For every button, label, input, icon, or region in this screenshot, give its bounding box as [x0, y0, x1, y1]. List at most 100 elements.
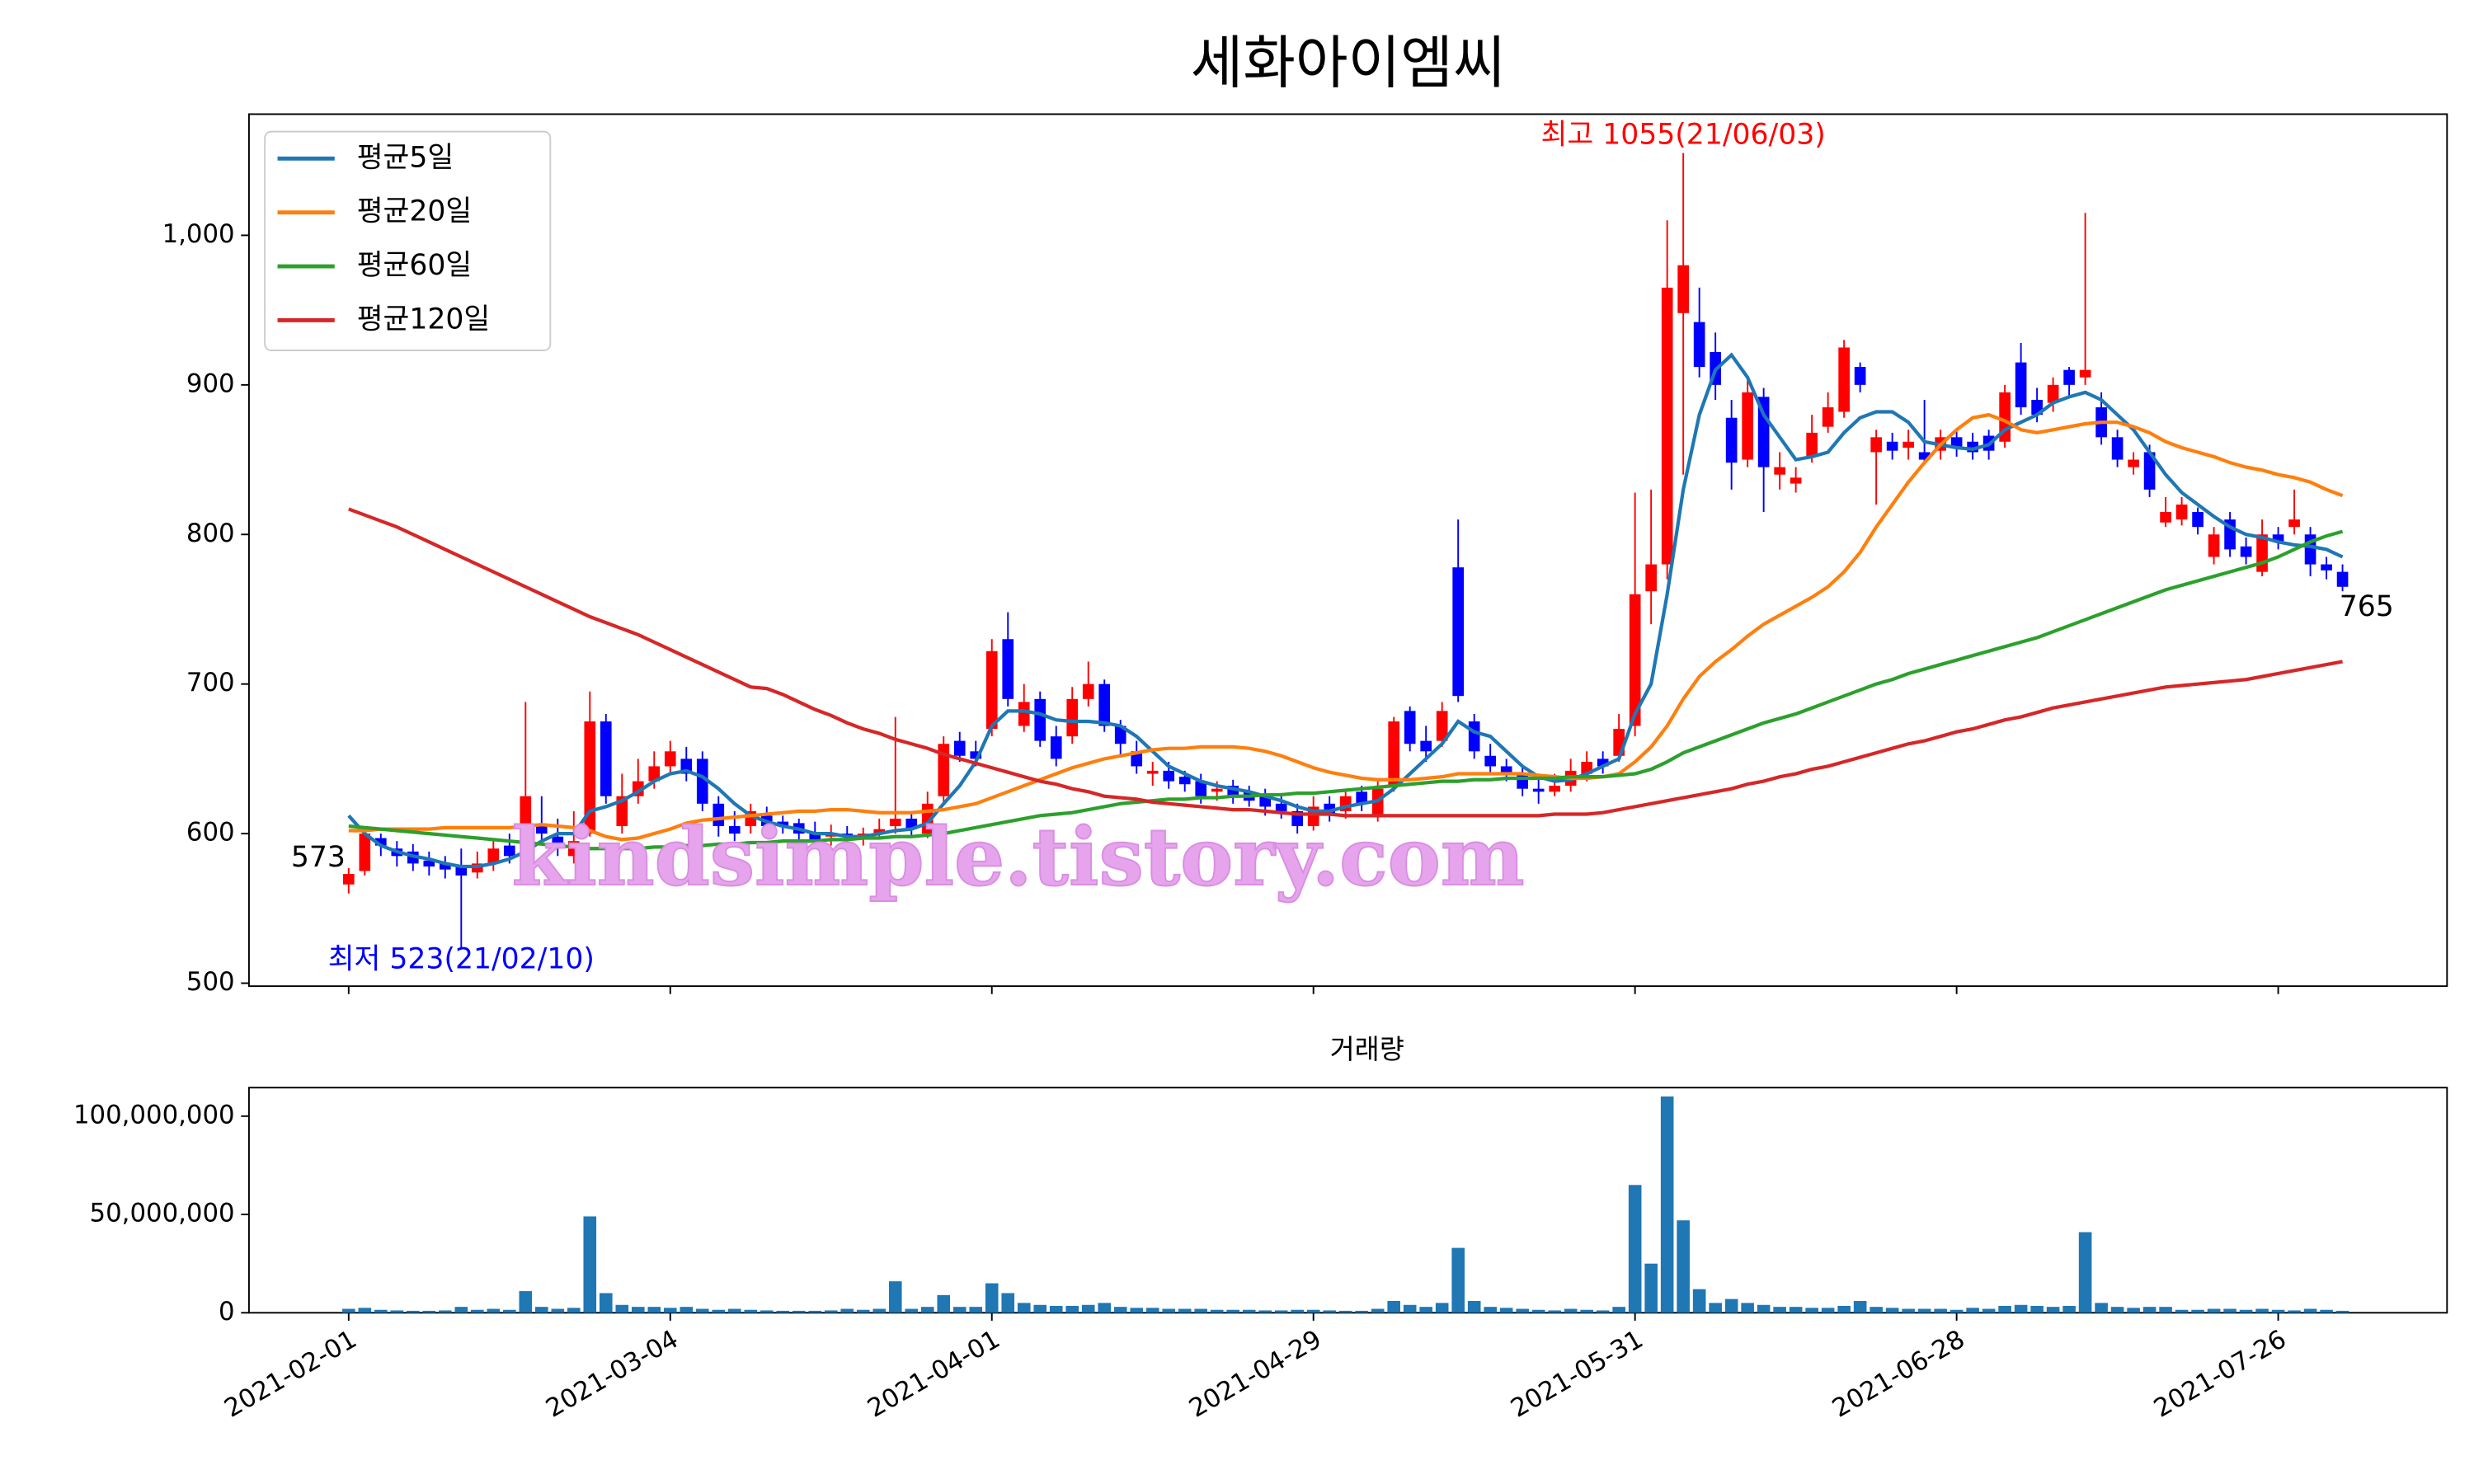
- volume-bar: [1677, 1220, 1690, 1313]
- ma-line: [347, 352, 2344, 869]
- volume-y-tick-label: 50,000,000: [90, 1199, 235, 1228]
- volume-bar: [2175, 1309, 2189, 1313]
- volume-bar: [2046, 1307, 2060, 1313]
- volume-bar: [1210, 1309, 1224, 1313]
- volume-bar: [663, 1308, 677, 1313]
- candle-body: [1517, 773, 1528, 789]
- candle-body: [1822, 407, 1834, 427]
- volume-bar: [1178, 1308, 1192, 1313]
- candle-body: [2321, 564, 2332, 571]
- volume-bar: [1902, 1308, 1915, 1313]
- volume-bar: [1049, 1305, 1063, 1313]
- candle-body: [1645, 564, 1657, 592]
- volume-bar: [439, 1310, 452, 1313]
- volume-bar: [1435, 1303, 1449, 1313]
- ma-line: [348, 529, 2344, 851]
- volume-bar: [856, 1309, 870, 1313]
- candle-body: [439, 863, 451, 870]
- candle-body: [1918, 452, 1931, 460]
- annotation: 765: [2340, 590, 2394, 623]
- volume-bar: [1291, 1309, 1304, 1313]
- candle-body: [1420, 740, 1432, 752]
- legend-label: 평균120일: [357, 303, 491, 336]
- volume-bar: [1580, 1309, 1593, 1313]
- volume-bar: [342, 1308, 355, 1313]
- candle-body: [1388, 721, 1400, 787]
- candle-body: [616, 796, 628, 827]
- volume-bar: [2095, 1303, 2108, 1313]
- candle-body: [1774, 467, 1785, 475]
- candle-body: [2111, 437, 2124, 460]
- candle-body: [1178, 777, 1191, 785]
- y-tick-label: 900: [186, 369, 235, 398]
- volume-bar: [1773, 1307, 1786, 1313]
- ma-line: [348, 507, 2343, 818]
- candle-body: [2192, 512, 2204, 528]
- volume-bar: [454, 1307, 468, 1313]
- volume-bar: [1017, 1303, 1031, 1313]
- volume-bar: [1724, 1298, 1738, 1313]
- volume-bar: [470, 1309, 484, 1313]
- candle-body: [1452, 567, 1465, 697]
- volume-bar: [824, 1310, 838, 1313]
- candle-body: [2015, 362, 2027, 408]
- volume-bar: [2223, 1308, 2236, 1313]
- volume-bar: [551, 1308, 565, 1313]
- volume-bar: [2207, 1308, 2221, 1313]
- candle-body: [600, 721, 612, 796]
- volume-bar: [567, 1308, 581, 1313]
- watermark: kindsimple.tistory.com: [512, 810, 1525, 904]
- candle-body: [1050, 736, 1062, 759]
- candle-body: [1468, 721, 1480, 752]
- volume-bar: [1757, 1304, 1771, 1313]
- candle-body: [1500, 766, 1512, 774]
- candle-body: [1725, 417, 1738, 463]
- volume-bar: [1966, 1308, 1979, 1313]
- candle-body: [1870, 437, 1882, 453]
- annotation: 573: [291, 841, 346, 874]
- volume-bar: [888, 1281, 902, 1313]
- candle-body: [1903, 441, 1914, 448]
- volume-bar: [1805, 1308, 1818, 1313]
- volume-bar: [2335, 1310, 2349, 1313]
- volume-bar: [407, 1310, 420, 1313]
- volume-bar: [1789, 1307, 1803, 1313]
- volume-bar: [1917, 1308, 1931, 1313]
- volume-bar: [390, 1310, 404, 1313]
- ma-line: [348, 412, 2344, 842]
- volume-bar: [1419, 1307, 1432, 1313]
- volume-bar: [1113, 1307, 1127, 1313]
- volume-bar: [1531, 1309, 1545, 1313]
- candle-body: [953, 740, 966, 756]
- volume-bar: [1001, 1293, 1015, 1313]
- candle-body: [1629, 594, 1641, 726]
- volume-bar: [760, 1310, 774, 1313]
- candle-body: [2175, 504, 2188, 520]
- candle-body: [1549, 786, 1560, 792]
- volume-bar: [2288, 1310, 2301, 1313]
- candle-body: [1259, 796, 1272, 807]
- volume-bar: [808, 1310, 822, 1313]
- y-tick-label: 800: [186, 519, 235, 548]
- volume-bar: [1998, 1305, 2011, 1313]
- volume-bar: [1451, 1247, 1465, 1313]
- candle-body: [1950, 437, 1963, 448]
- volume-bar: [1306, 1309, 1320, 1313]
- candle-body: [2128, 459, 2139, 467]
- volume-bar: [583, 1216, 597, 1313]
- volume-bar: [792, 1310, 806, 1313]
- volume-bar: [615, 1304, 629, 1313]
- candle-body: [2208, 534, 2220, 557]
- volume-bar: [1387, 1300, 1400, 1313]
- candle-body: [1806, 432, 1818, 457]
- candle-body: [2063, 369, 2075, 385]
- candle-body: [1677, 265, 1689, 313]
- y-tick-label: 1,000: [162, 219, 235, 249]
- candle-body: [985, 650, 998, 730]
- volume-bar: [1033, 1304, 1047, 1313]
- volume-bar: [1338, 1310, 1352, 1313]
- candle-body: [970, 751, 982, 759]
- legend-label: 평균20일: [357, 195, 473, 228]
- volume-bar: [905, 1308, 919, 1313]
- volume-bar: [2062, 1305, 2076, 1313]
